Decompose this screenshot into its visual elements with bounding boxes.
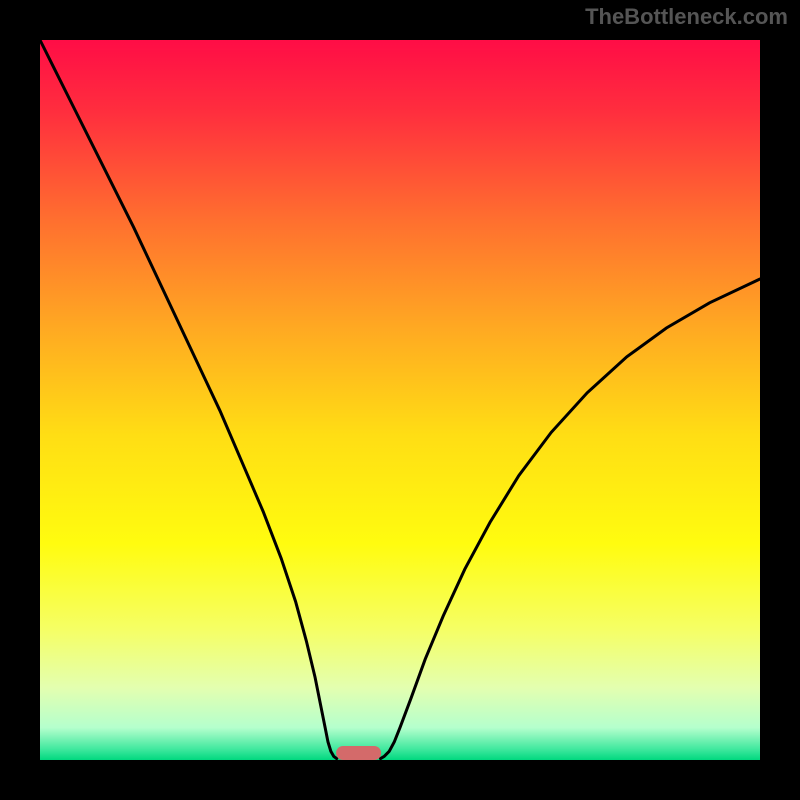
watermark-text: TheBottleneck.com [585,4,788,30]
bottleneck-chart [0,0,800,800]
plot-background [40,40,760,760]
bottleneck-marker [336,746,381,760]
chart-container: TheBottleneck.com [0,0,800,800]
